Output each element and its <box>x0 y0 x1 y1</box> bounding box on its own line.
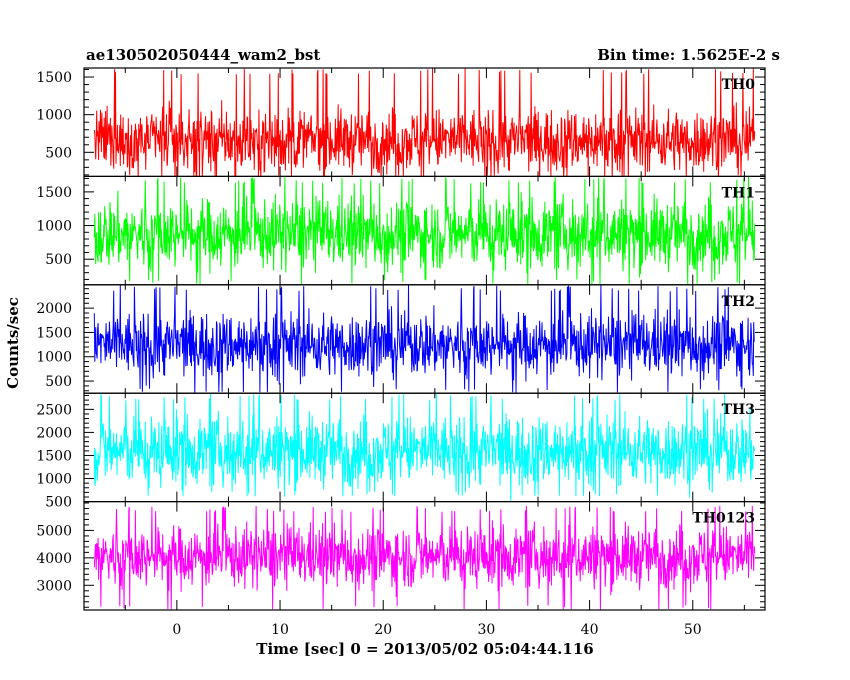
y-tick-label: 1000 <box>36 108 72 124</box>
panel-th0: 500 1000 1500 TH0 <box>36 67 766 178</box>
x-tick-label: 10 <box>271 622 289 638</box>
x-tick-label: 50 <box>684 622 702 638</box>
panel-stack: 500 1000 1500 TH0 500 1000 1500 TH1 500 1000 1500 2… <box>36 67 766 611</box>
y-axis-label: Counts/sec <box>4 297 22 389</box>
series-line-th2 <box>93 285 755 394</box>
series-line-th0 <box>93 68 756 177</box>
x-tick-label: 30 <box>477 622 495 638</box>
y-tick-label: 500 <box>45 145 72 161</box>
chart-title: ae130502050444_wam2_bst <box>86 46 320 64</box>
y-tick-label: 2000 <box>36 301 72 317</box>
y-tick-label: 1000 <box>36 472 72 488</box>
y-tick-label: 500 <box>45 495 72 511</box>
panel-th2: 500 1000 1500 2000 TH2 <box>36 284 766 394</box>
panel-label-th0: TH0 <box>722 77 756 93</box>
series-line-th1 <box>93 176 756 285</box>
panel-label-th2: TH2 <box>722 294 755 310</box>
x-axis: 0 10 20 30 40 50 <box>172 622 701 638</box>
panel-label-th0123: TH0123 <box>692 511 755 527</box>
series-line-th0123 <box>93 505 756 610</box>
y-tick-label: 5000 <box>36 523 72 539</box>
y-tick-label: 1500 <box>36 325 72 341</box>
panel-th1: 500 1000 1500 TH1 <box>36 175 766 286</box>
y-tick-label: 2500 <box>36 402 72 418</box>
bin-time-label: Bin time: 1.5625E-2 s <box>597 46 780 64</box>
y-tick-label: 1000 <box>36 219 72 235</box>
panel-label-th3: TH3 <box>722 402 755 418</box>
y-tick-label: 1500 <box>36 70 72 86</box>
y-tick-label: 2000 <box>36 425 72 441</box>
y-tick-label: 1500 <box>36 185 72 201</box>
x-axis-label: Time [sec] 0 = 2013/05/02 05:04:44.116 <box>256 640 593 658</box>
series-line-th3 <box>93 393 756 502</box>
x-tick-label: 0 <box>172 622 181 638</box>
y-tick-label: 1500 <box>36 448 72 464</box>
x-tick-label: 40 <box>581 622 599 638</box>
y-tick-label: 500 <box>45 374 72 390</box>
panel-frame <box>83 501 766 611</box>
panel-label-th1: TH1 <box>722 185 755 201</box>
y-tick-label: 3000 <box>36 578 72 594</box>
y-tick-label: 4000 <box>36 551 72 567</box>
panel-th0123: 3000 4000 5000 TH0123 <box>36 501 766 611</box>
panel-th3: 500 1000 1500 2000 2500 TH3 <box>36 392 766 511</box>
y-tick-label: 500 <box>45 252 72 268</box>
x-tick-label: 20 <box>374 622 392 638</box>
y-tick-label: 1000 <box>36 350 72 366</box>
